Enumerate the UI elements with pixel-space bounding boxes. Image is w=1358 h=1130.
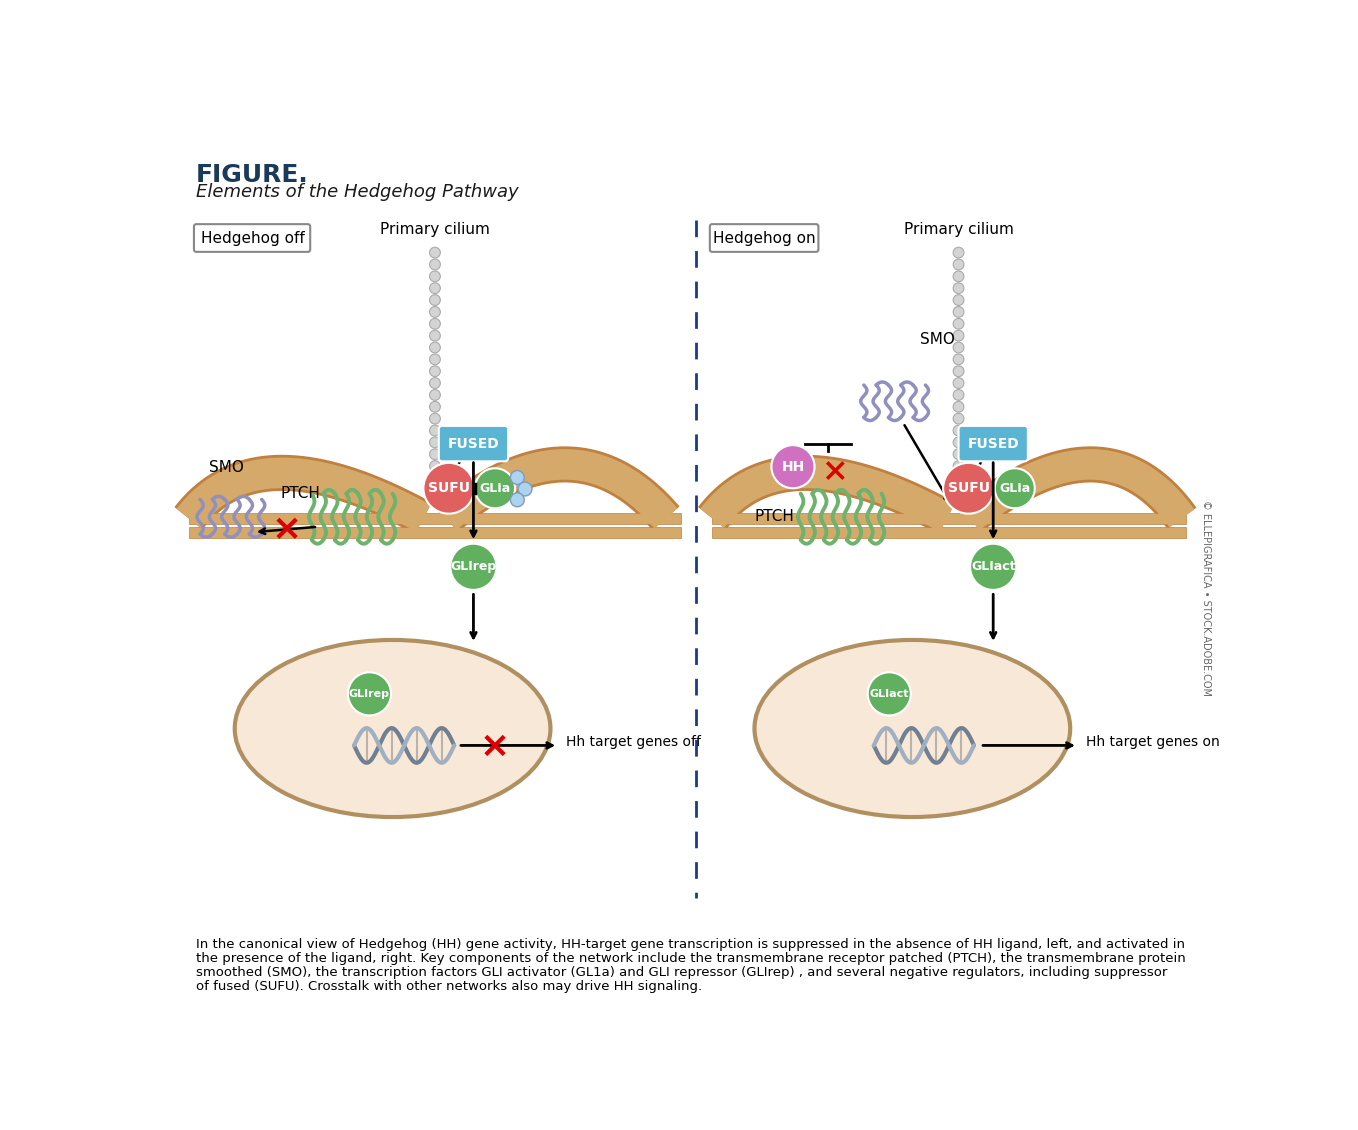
Text: PTCH: PTCH: [755, 508, 794, 523]
Text: Hedgehog off: Hedgehog off: [201, 231, 304, 245]
Circle shape: [511, 493, 524, 506]
Circle shape: [475, 468, 515, 508]
Circle shape: [429, 319, 440, 329]
Text: Hh target genes on: Hh target genes on: [1085, 736, 1219, 749]
Circle shape: [429, 271, 440, 281]
Text: In the canonical view of Hedgehog (HH) gene activity, HH-target gene transcripti: In the canonical view of Hedgehog (HH) g…: [197, 938, 1186, 951]
Circle shape: [429, 437, 440, 447]
FancyBboxPatch shape: [959, 426, 1028, 461]
Circle shape: [953, 401, 964, 412]
Circle shape: [953, 390, 964, 400]
Circle shape: [953, 306, 964, 318]
Circle shape: [429, 461, 440, 471]
Circle shape: [953, 330, 964, 341]
Text: the presence of the ligand, right. Key components of the network include the tra: the presence of the ligand, right. Key c…: [197, 951, 1186, 965]
Circle shape: [953, 472, 964, 484]
Circle shape: [429, 330, 440, 341]
Bar: [712, 513, 1186, 523]
Circle shape: [953, 485, 964, 495]
Circle shape: [953, 354, 964, 365]
Circle shape: [953, 496, 964, 507]
Circle shape: [429, 342, 440, 353]
Circle shape: [953, 247, 964, 258]
Bar: [189, 527, 682, 538]
Circle shape: [429, 449, 440, 460]
Circle shape: [953, 319, 964, 329]
Text: FUSED: FUSED: [448, 436, 500, 451]
Circle shape: [451, 544, 497, 590]
Circle shape: [429, 390, 440, 400]
FancyBboxPatch shape: [439, 426, 508, 461]
Ellipse shape: [755, 640, 1070, 817]
Text: GLIa: GLIa: [479, 481, 511, 495]
Circle shape: [994, 468, 1035, 508]
FancyBboxPatch shape: [194, 224, 310, 252]
Text: GLIact: GLIact: [869, 689, 909, 698]
Circle shape: [429, 377, 440, 389]
Circle shape: [429, 496, 440, 507]
Circle shape: [953, 271, 964, 281]
Text: GLIact: GLIact: [971, 560, 1016, 573]
Circle shape: [953, 377, 964, 389]
Circle shape: [953, 449, 964, 460]
Text: GLIrep: GLIrep: [451, 560, 497, 573]
Circle shape: [953, 425, 964, 436]
Circle shape: [511, 470, 524, 485]
Circle shape: [429, 425, 440, 436]
Text: smoothed (SMO), the transcription factors GLI activator (GL1a) and GLI repressor: smoothed (SMO), the transcription factor…: [197, 966, 1168, 979]
Circle shape: [519, 483, 532, 496]
Circle shape: [424, 463, 474, 514]
Circle shape: [953, 437, 964, 447]
Circle shape: [970, 544, 1016, 590]
Circle shape: [429, 401, 440, 412]
Text: PTCH: PTCH: [281, 486, 320, 501]
Circle shape: [429, 366, 440, 376]
Text: Primary cilium: Primary cilium: [380, 221, 490, 237]
Circle shape: [429, 485, 440, 495]
Circle shape: [953, 259, 964, 270]
Circle shape: [348, 672, 391, 715]
Text: FIGURE.: FIGURE.: [197, 163, 310, 186]
Text: Primary cilium: Primary cilium: [903, 221, 1013, 237]
Bar: [712, 527, 1186, 538]
Circle shape: [429, 295, 440, 305]
Bar: [189, 513, 682, 523]
Text: © ELLEPIGRAFICA • STOCK.ADOBE.COM: © ELLEPIGRAFICA • STOCK.ADOBE.COM: [1202, 499, 1211, 696]
Text: GLIrep: GLIrep: [349, 689, 390, 698]
Text: Hedgehog on: Hedgehog on: [713, 231, 816, 245]
Circle shape: [429, 472, 440, 484]
Circle shape: [953, 282, 964, 294]
Text: SMO: SMO: [921, 331, 955, 347]
Text: SUFU: SUFU: [428, 481, 470, 495]
Circle shape: [429, 414, 440, 424]
Circle shape: [429, 247, 440, 258]
Text: Elements of the Hedgehog Pathway: Elements of the Hedgehog Pathway: [197, 183, 519, 201]
Text: Hh target genes off: Hh target genes off: [566, 736, 701, 749]
Circle shape: [429, 259, 440, 270]
Text: SUFU: SUFU: [948, 481, 990, 495]
Text: FUSED: FUSED: [967, 436, 1018, 451]
Text: HH: HH: [781, 460, 805, 473]
Circle shape: [953, 342, 964, 353]
Circle shape: [944, 463, 994, 514]
FancyBboxPatch shape: [710, 224, 819, 252]
Circle shape: [429, 354, 440, 365]
Circle shape: [953, 461, 964, 471]
Ellipse shape: [235, 640, 550, 817]
Circle shape: [771, 445, 815, 488]
Circle shape: [953, 414, 964, 424]
Text: SMO: SMO: [209, 460, 243, 475]
Circle shape: [429, 306, 440, 318]
Circle shape: [953, 295, 964, 305]
Circle shape: [868, 672, 911, 715]
Text: of fused (SUFU). Crosstalk with other networks also may drive HH signaling.: of fused (SUFU). Crosstalk with other ne…: [197, 980, 702, 992]
Circle shape: [429, 282, 440, 294]
Text: GLIa: GLIa: [999, 481, 1031, 495]
Circle shape: [953, 366, 964, 376]
